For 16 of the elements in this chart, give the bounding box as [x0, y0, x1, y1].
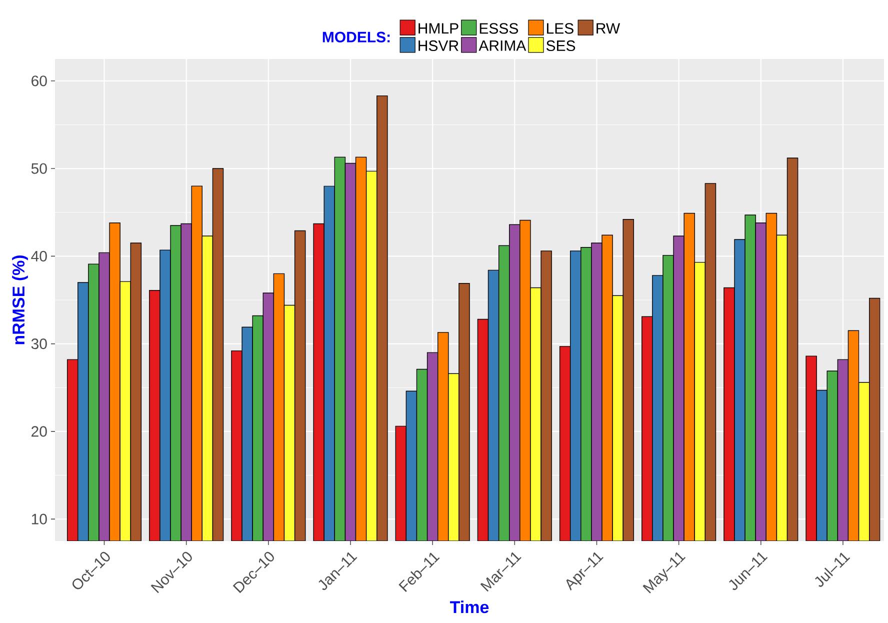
legend-label: RW: [596, 23, 620, 34]
y-tick-label: 10: [32, 514, 47, 524]
legend-label: HMLP: [418, 23, 458, 34]
x-axis-title: Time: [450, 600, 489, 614]
y-axis-title: nRMSE (%): [12, 256, 28, 344]
legend-label: LES: [547, 23, 574, 34]
legend-label: HSVR: [418, 40, 458, 52]
legend-label: ARIMA: [478, 40, 526, 51]
y-tick-label: 30: [31, 338, 47, 350]
y-tick-label: 60: [32, 76, 47, 86]
y-tick-label: 20: [32, 426, 47, 437]
y-tick-label: 40: [31, 250, 47, 262]
legend-label: SES: [546, 40, 576, 52]
legend-title: MODELS:: [322, 32, 390, 42]
y-tick-label: 50: [31, 163, 47, 174]
legend-label: ESSS: [480, 23, 518, 34]
